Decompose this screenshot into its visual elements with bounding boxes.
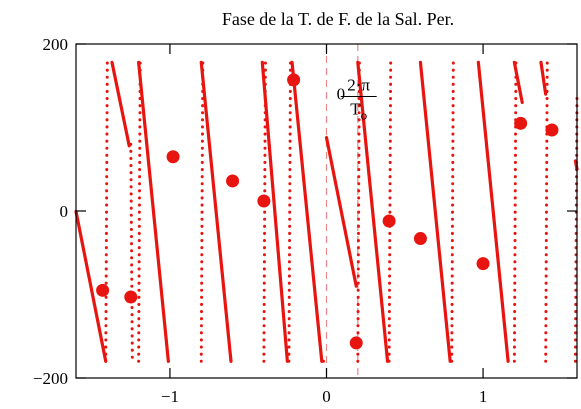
data-marker-3 <box>226 174 240 188</box>
x-tick-label-1: 0 <box>322 387 331 406</box>
dotted-segment-10 <box>512 60 518 363</box>
x-tick-label-0: −1 <box>161 387 179 406</box>
series-markers <box>96 73 559 350</box>
data-marker-11 <box>545 123 559 137</box>
dotted-segment-4 <box>262 60 267 363</box>
dotted-segment-2 <box>137 60 142 363</box>
dotted-segment-9 <box>450 60 455 363</box>
line-segment-1 <box>110 60 131 148</box>
data-marker-4 <box>257 194 271 208</box>
annotation-denominator-main: T <box>350 99 361 118</box>
dotted-segment-7 <box>356 60 361 363</box>
dotted-segment-11 <box>544 60 549 363</box>
line-segment-11 <box>539 60 548 96</box>
dotted-segment-8 <box>387 60 393 363</box>
line-segment-2 <box>137 60 170 363</box>
line-segment-3 <box>199 60 233 363</box>
data-marker-10 <box>514 116 528 130</box>
dotted-segment-1 <box>129 142 134 363</box>
annotation-denominator: To <box>350 99 367 122</box>
data-marker-8 <box>413 232 427 246</box>
annotation-denominator-sub: o <box>361 107 368 122</box>
y-tick-label-2: 200 <box>43 35 69 54</box>
chart-title: Fase de la T. de F. de la Sal. Per. <box>222 9 454 29</box>
line-segment-5 <box>290 60 324 363</box>
line-segment-6 <box>324 135 358 288</box>
dotted-segment-3 <box>199 60 205 363</box>
annotation-prefix: 0 <box>337 84 346 103</box>
axes: −1 0 1 −200 0 200 <box>33 35 577 406</box>
data-marker-0 <box>96 283 110 297</box>
y-tick-label-1: 0 <box>60 202 69 221</box>
annotation-numerator: 2·π <box>347 75 370 94</box>
dotted-segment-0 <box>104 60 109 363</box>
line-segment-8 <box>418 60 452 363</box>
x-tick-label-2: 1 <box>479 387 488 406</box>
data-marker-7 <box>382 214 396 228</box>
dotted-segment-5 <box>287 60 292 363</box>
annotation-two-pi-over-t: 0 2·π To <box>337 75 377 122</box>
reference-lines <box>325 44 359 378</box>
data-marker-9 <box>476 257 490 271</box>
data-marker-2 <box>166 150 180 164</box>
data-marker-6 <box>349 336 363 350</box>
line-segment-7 <box>356 60 390 363</box>
data-marker-5 <box>287 73 301 87</box>
y-tick-label-0: −200 <box>33 369 68 388</box>
data-marker-1 <box>124 290 138 304</box>
line-segment-0 <box>74 209 108 363</box>
dotted-segment-12 <box>573 92 579 363</box>
series-phase <box>74 60 579 363</box>
line-segment-10 <box>512 60 524 105</box>
line-segment-9 <box>476 60 510 363</box>
